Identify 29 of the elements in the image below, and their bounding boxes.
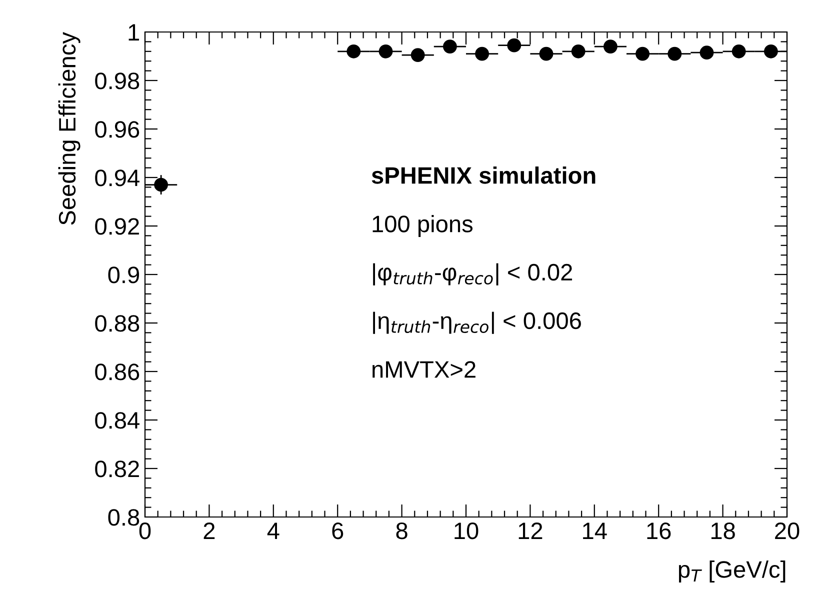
x-tick-label: 18: [711, 522, 735, 540]
y-tick-label: 0.82: [95, 460, 139, 478]
x-tick-label: 16: [647, 522, 671, 540]
y-tick-label: 0.98: [95, 72, 140, 90]
y-tick-label: 0.9: [108, 266, 140, 284]
y-tick-label: 0.96: [95, 121, 140, 138]
y-tick-label: 0.94: [95, 170, 140, 186]
y-tick-label: 0.84: [95, 412, 140, 429]
x-tick-label: 8: [396, 522, 408, 540]
y-tick-label: 0.8: [108, 509, 140, 526]
annotation: nMVTX>2: [372, 361, 476, 378]
annotation: sPHENIX simulation: [372, 166, 596, 184]
y-tick-label: 0.88: [95, 315, 140, 332]
x-tick-label: 0: [139, 522, 151, 540]
x-tick-label: 14: [583, 522, 607, 539]
annotation: |η$_{truth}$-η$_{reco}$| < 0.006: [373, 312, 581, 334]
x-tick-label: 6: [332, 522, 344, 540]
y-tick-label: 0.86: [95, 364, 140, 380]
x-axis-title: p$_{T}$ [GeV/c]: [678, 560, 786, 583]
x-tick-label: 2: [204, 522, 215, 539]
annotation: |φ$_{truth}$-φ$_{reco}$| < 0.02: [373, 263, 572, 286]
x-tick-label: 4: [267, 522, 280, 539]
y-tick-label: 1: [128, 24, 139, 41]
x-tick-label: 12: [518, 522, 542, 539]
x-tick-label: 20: [775, 522, 800, 540]
y-axis-title: Seeding Efficiency: [58, 32, 80, 225]
y-tick-label: 0.92: [95, 218, 139, 235]
annotation: 100 pions: [372, 214, 473, 238]
x-tick-label: 10: [454, 522, 478, 540]
